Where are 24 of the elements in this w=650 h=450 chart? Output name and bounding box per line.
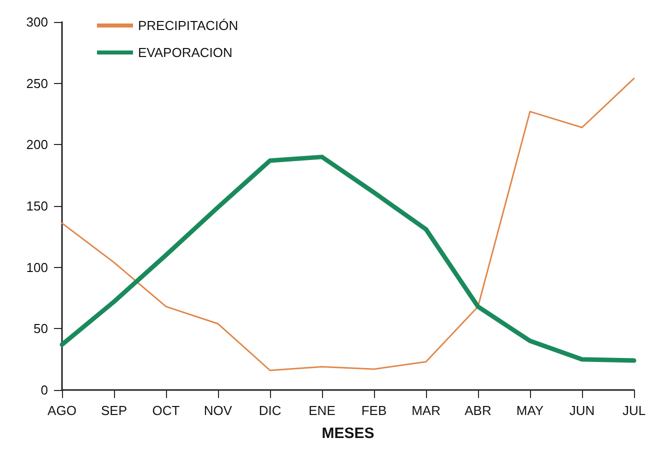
line-series — [60, 154, 636, 363]
x-tick-label: SEP — [100, 403, 128, 418]
line-series — [61, 78, 635, 372]
legend-label: EVAPORACION — [138, 45, 232, 60]
x-tick-label: AGO — [48, 403, 76, 418]
y-tick-label: 150 — [26, 198, 48, 214]
y-tick-label: 0 — [40, 382, 48, 398]
x-tick-label: ABR — [464, 403, 492, 418]
legend-label: PRECIPITACIÓN — [138, 18, 238, 33]
y-tick-label: 50 — [34, 321, 48, 336]
x-tick-label: FEB — [361, 403, 387, 418]
x-tick-label: ENE — [308, 403, 336, 418]
x-tick-label: OCT — [152, 403, 180, 418]
y-tick-label: 300 — [26, 14, 48, 30]
x-tick-label: JUL — [622, 403, 646, 418]
y-tick-label: 200 — [26, 137, 48, 152]
x-tick-label: JUN — [569, 403, 595, 418]
x-tick-label: DIC — [258, 403, 282, 418]
x-tick-label: NOV — [204, 403, 232, 418]
y-tick-label: 100 — [26, 260, 48, 275]
x-tick-label: MAR — [412, 403, 440, 418]
x-axis-title: MESES — [322, 425, 374, 442]
y-tick-label: 250 — [26, 76, 48, 91]
x-tick-label: MAY — [516, 403, 544, 418]
